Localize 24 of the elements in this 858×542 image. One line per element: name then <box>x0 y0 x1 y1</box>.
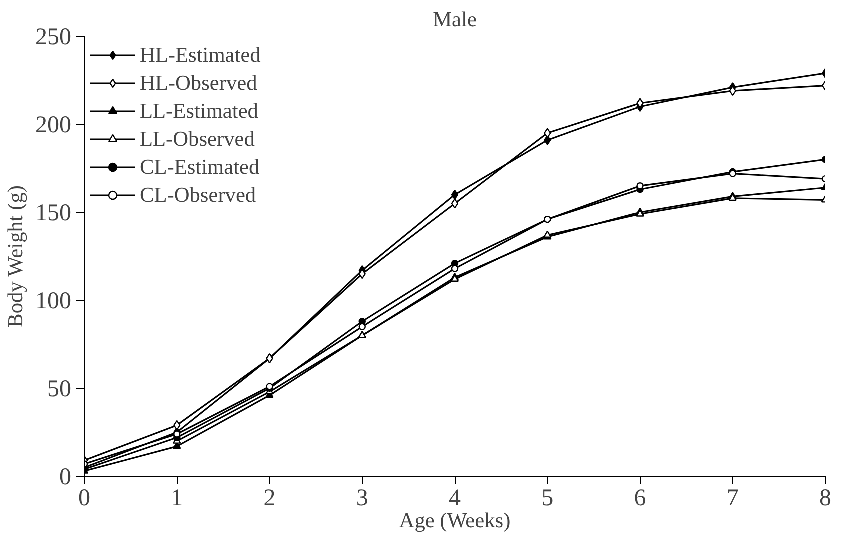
legend-label: HL-Observed <box>140 70 258 96</box>
x-tick-label: 2 <box>264 486 276 512</box>
legend-label: CL-Observed <box>140 182 256 208</box>
x-tick-label: 8 <box>820 486 832 512</box>
legend-label: CL-Estimated <box>140 154 260 180</box>
x-tick-label: 3 <box>356 486 368 512</box>
legend-label: LL-Estimated <box>140 98 258 124</box>
x-axis-title: Age (Weeks) <box>399 508 511 532</box>
chart-title: Male <box>433 8 477 32</box>
y-tick-label: 200 <box>36 112 72 138</box>
y-axis-title: Body Weight (g) <box>4 185 28 328</box>
x-tick-label: 5 <box>542 486 554 512</box>
y-tick-label: 250 <box>36 24 72 50</box>
x-tick-label: 0 <box>78 486 90 512</box>
x-tick-label: 1 <box>171 486 184 512</box>
y-tick-label: 0 <box>60 464 72 490</box>
legend-label: LL-Observed <box>140 126 255 152</box>
x-tick-label: 6 <box>634 486 646 512</box>
y-tick-label: 100 <box>36 288 72 314</box>
y-tick-label: 150 <box>36 200 72 226</box>
y-tick-label: 50 <box>48 376 72 402</box>
x-tick-label: 4 <box>449 486 461 512</box>
legend-label: HL-Estimated <box>140 42 261 68</box>
x-tick-label: 7 <box>726 486 739 512</box>
